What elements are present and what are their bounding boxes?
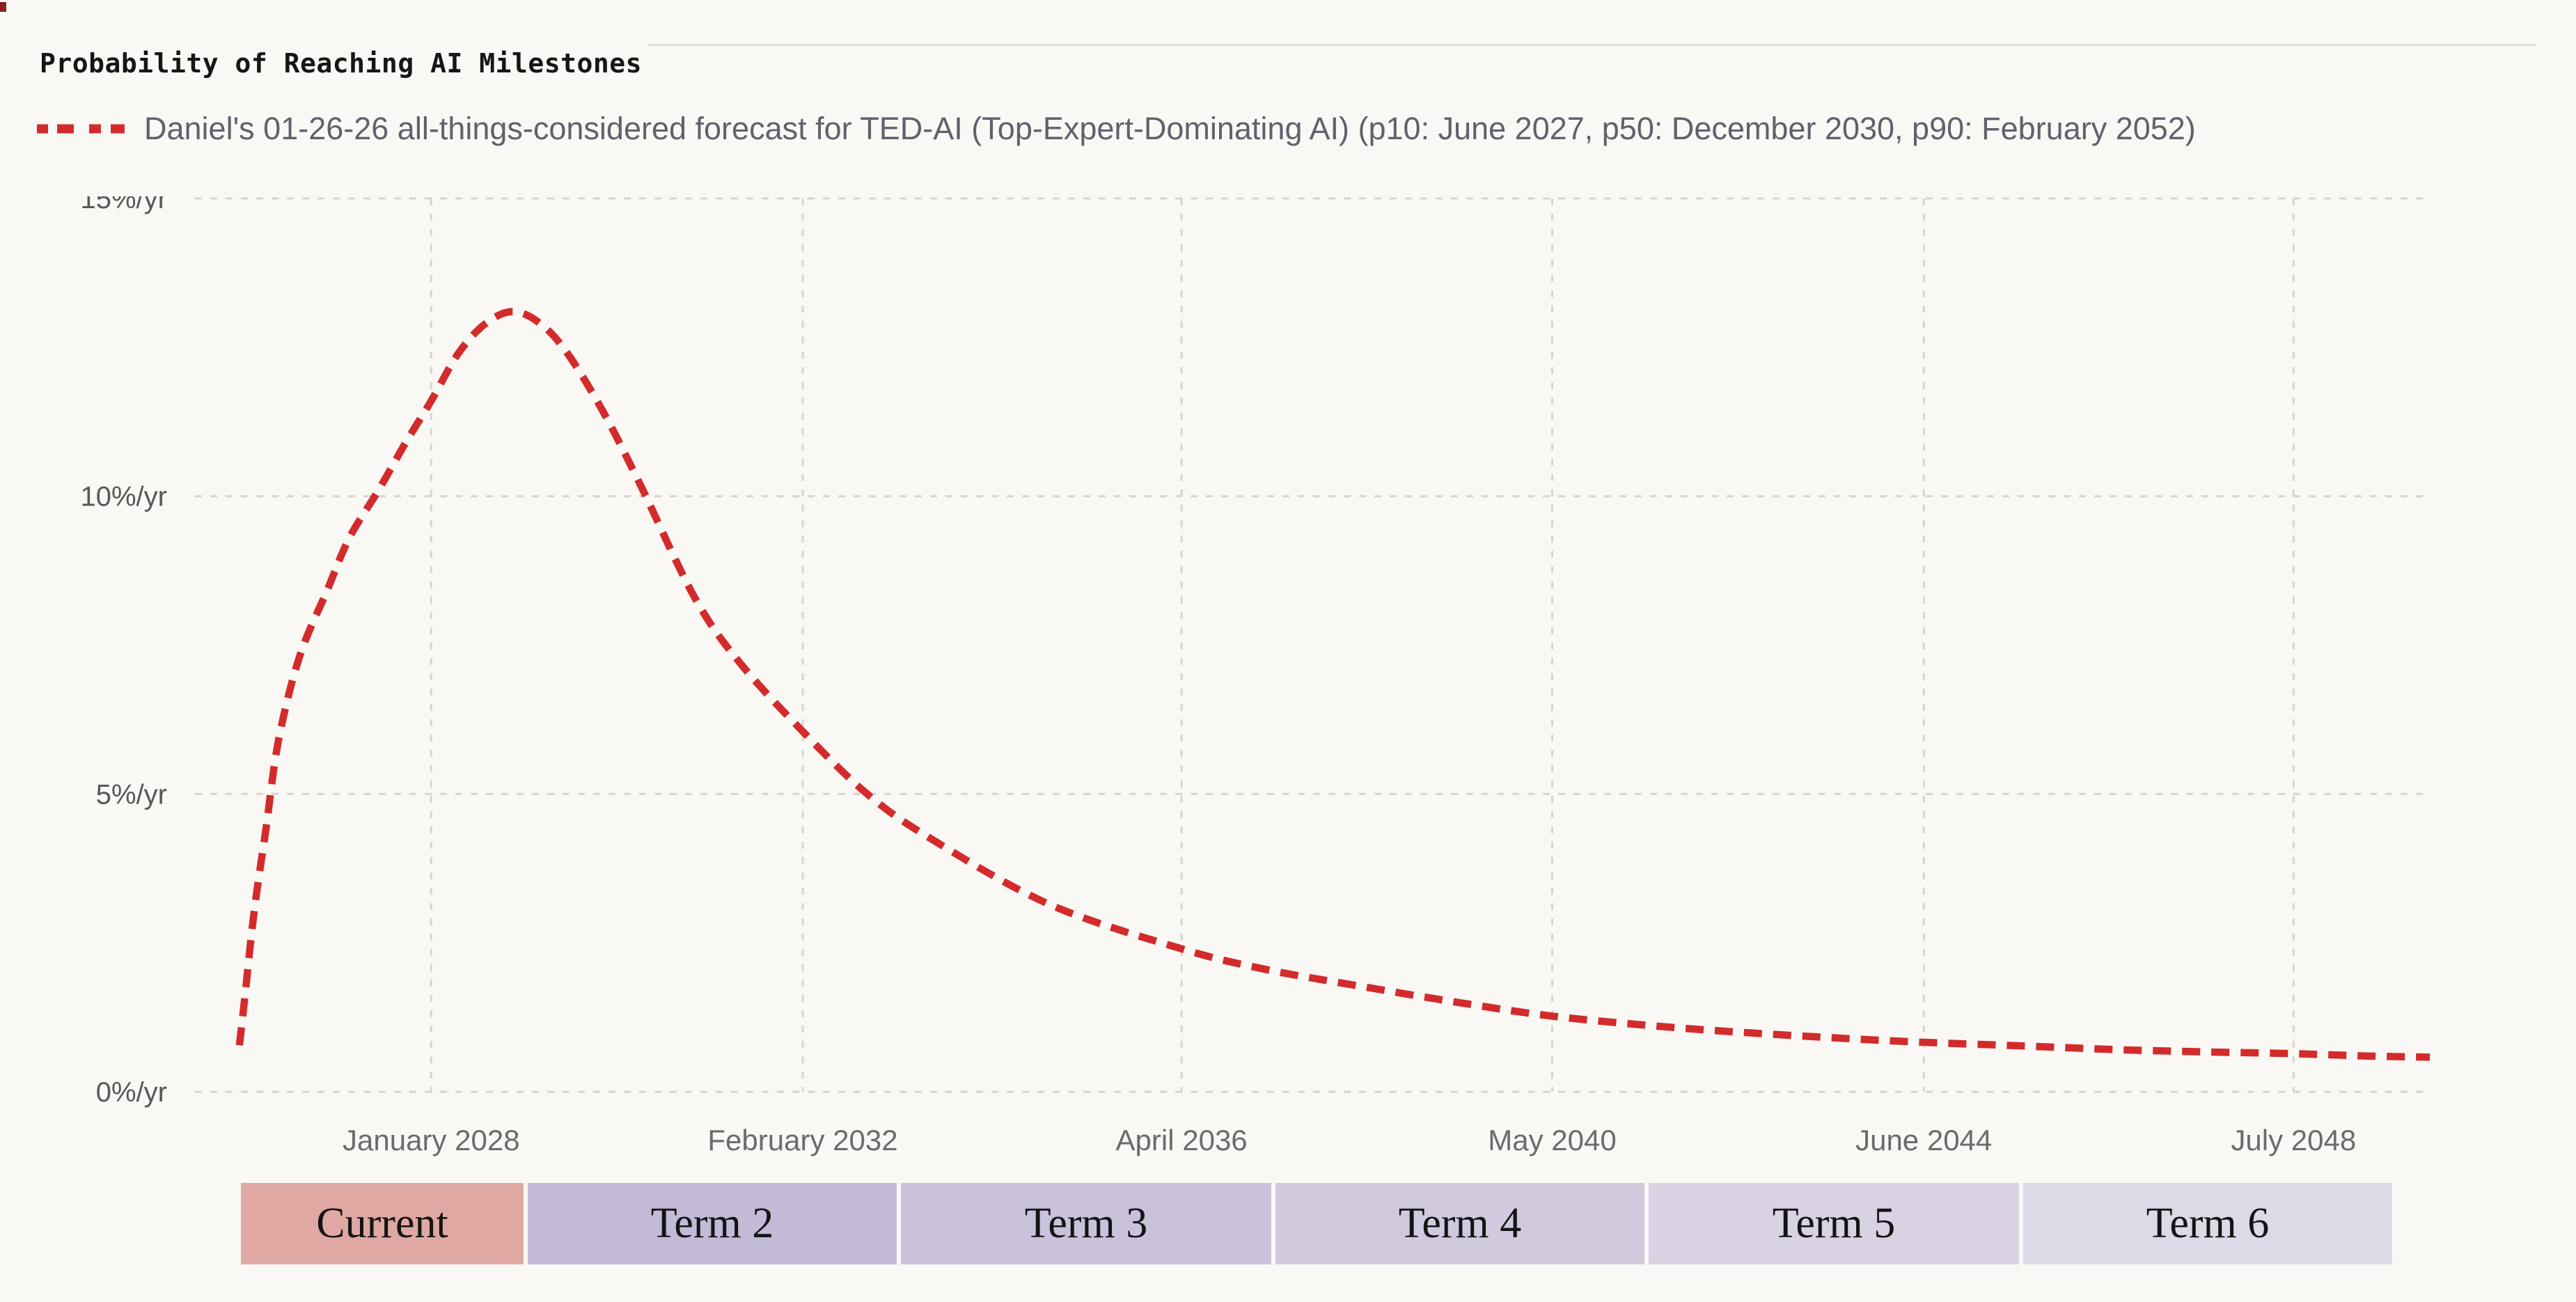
term-segment-label: Term 2 bbox=[650, 1200, 774, 1247]
term-segment-label: Term 6 bbox=[2146, 1200, 2270, 1247]
x-axis-tick-label: June 2044 bbox=[1855, 1124, 1992, 1156]
y-axis-tick-label: 10%/yr bbox=[81, 482, 168, 512]
title-divider bbox=[647, 44, 2536, 46]
forecast-chart: 0%/yr 5%/yr 10%/yr 15%/yr January 2028 Februa… bbox=[81, 196, 2430, 1156]
y-axis-tick-label: 15%/yr bbox=[81, 196, 168, 214]
x-axis-tick-label: May 2040 bbox=[1488, 1124, 1616, 1156]
term-segment-term-6: Term 6 bbox=[2023, 1183, 2392, 1264]
x-axis-tick-label: January 2028 bbox=[343, 1124, 520, 1156]
term-segment-current: Current bbox=[241, 1183, 524, 1264]
term-segment-label: Term 5 bbox=[1772, 1200, 1896, 1247]
x-axis-tick-label: February 2032 bbox=[707, 1124, 897, 1156]
dashed-line-legend-icon bbox=[37, 124, 125, 134]
legend[interactable]: Daniel's 01-26-26 all-things-considered … bbox=[37, 109, 2196, 149]
term-segment-term-3: Term 3 bbox=[901, 1183, 1271, 1264]
x-axis-tick-label: July 2048 bbox=[2231, 1124, 2356, 1156]
term-segment-term-5: Term 5 bbox=[1649, 1183, 2019, 1264]
legend-label: Daniel's 01-26-26 all-things-considered … bbox=[144, 111, 2196, 146]
page-title: Probability of Reaching AI Milestones bbox=[40, 48, 642, 79]
x-axis-tick-label: April 2036 bbox=[1116, 1124, 1248, 1156]
term-segment-term-2: Term 2 bbox=[528, 1183, 897, 1264]
y-axis-tick-label: 0%/yr bbox=[96, 1077, 167, 1108]
screen-edge-artifact bbox=[0, 2, 6, 12]
term-segment-term-4: Term 4 bbox=[1275, 1183, 1644, 1264]
term-segment-label: Term 3 bbox=[1024, 1200, 1148, 1247]
y-axis-tick-label: 5%/yr bbox=[96, 779, 167, 810]
term-segment-label: Term 4 bbox=[1398, 1200, 1522, 1247]
forecast-curve bbox=[235, 308, 2430, 1061]
presidential-term-bar: Current Term 2 Term 3 Term 4 Term 5 Term 6 bbox=[0, 1183, 2576, 1264]
term-segment-label: Current bbox=[316, 1200, 448, 1247]
